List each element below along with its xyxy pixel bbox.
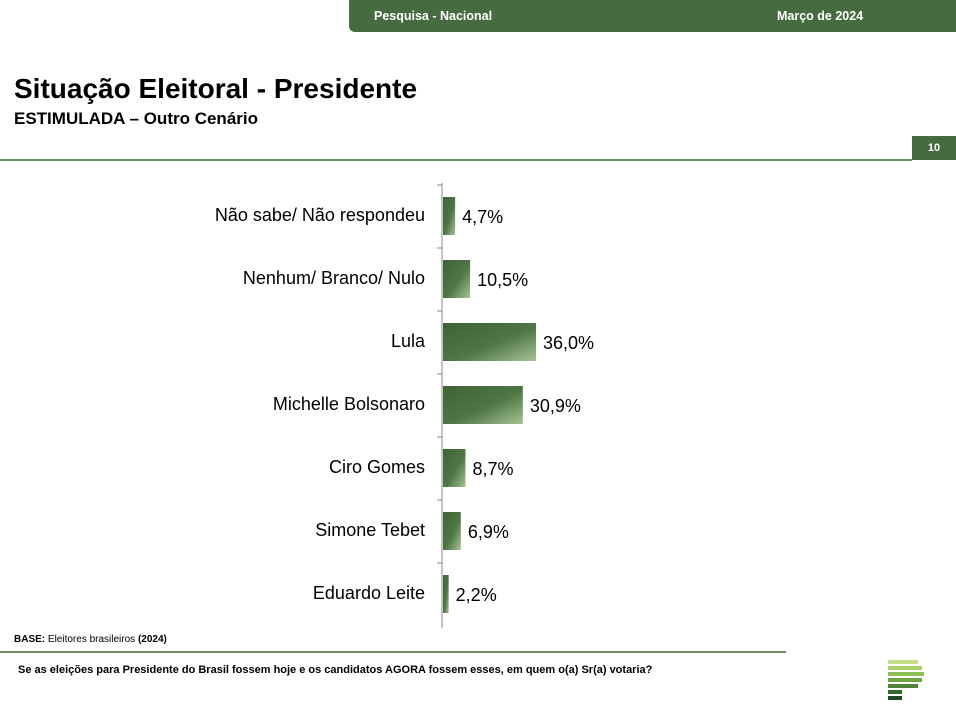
category-label: Nenhum/ Branco/ Nulo xyxy=(243,268,425,288)
footer-divider xyxy=(0,651,786,653)
value-label: 30,9% xyxy=(530,396,581,416)
category-label: Michelle Bolsonaro xyxy=(273,394,425,414)
base-note: BASE: Eleitores brasileiros (2024) xyxy=(14,634,167,645)
survey-date: Março de 2024 xyxy=(777,9,864,23)
bar xyxy=(443,449,466,487)
survey-label: Pesquisa - Nacional xyxy=(374,9,493,23)
value-label: 10,5% xyxy=(477,270,528,290)
value-label: 4,7% xyxy=(462,207,503,227)
value-label: 2,2% xyxy=(456,585,497,605)
bar-chart: Não sabe/ Não respondeu 4,7% Nenhum/ Branc… xyxy=(215,183,594,628)
category-label: Não sabe/ Não respondeu xyxy=(215,205,425,225)
page-subtitle: ESTIMULADA – Outro Cenário xyxy=(14,109,258,128)
value-label: 36,0% xyxy=(543,333,594,353)
category-label: Simone Tebet xyxy=(315,520,425,540)
category-label: Ciro Gomes xyxy=(329,457,425,477)
base-year: (2024) xyxy=(137,634,167,645)
category-label: Eduardo Leite xyxy=(313,583,425,603)
bar xyxy=(443,575,449,613)
bar xyxy=(443,386,523,424)
brand-logo-icon xyxy=(888,660,924,700)
page-title: Situação Eleitoral - Presidente xyxy=(14,73,418,104)
page-number-badge: 10 xyxy=(912,136,956,160)
bar xyxy=(443,323,536,361)
bar xyxy=(443,260,471,298)
category-label: Lula xyxy=(391,331,426,351)
base-label: BASE: xyxy=(14,634,46,645)
header-divider xyxy=(0,159,912,161)
survey-question: Se as eleições para Presidente do Brasil… xyxy=(18,664,653,676)
bar xyxy=(443,197,456,235)
bar xyxy=(443,512,461,550)
header-bar: Pesquisa - Nacional Março de 2024 xyxy=(349,0,956,32)
value-label: 6,9% xyxy=(468,522,509,542)
base-text: Eleitores brasileiros xyxy=(47,634,136,645)
value-label: 8,7% xyxy=(472,459,513,479)
